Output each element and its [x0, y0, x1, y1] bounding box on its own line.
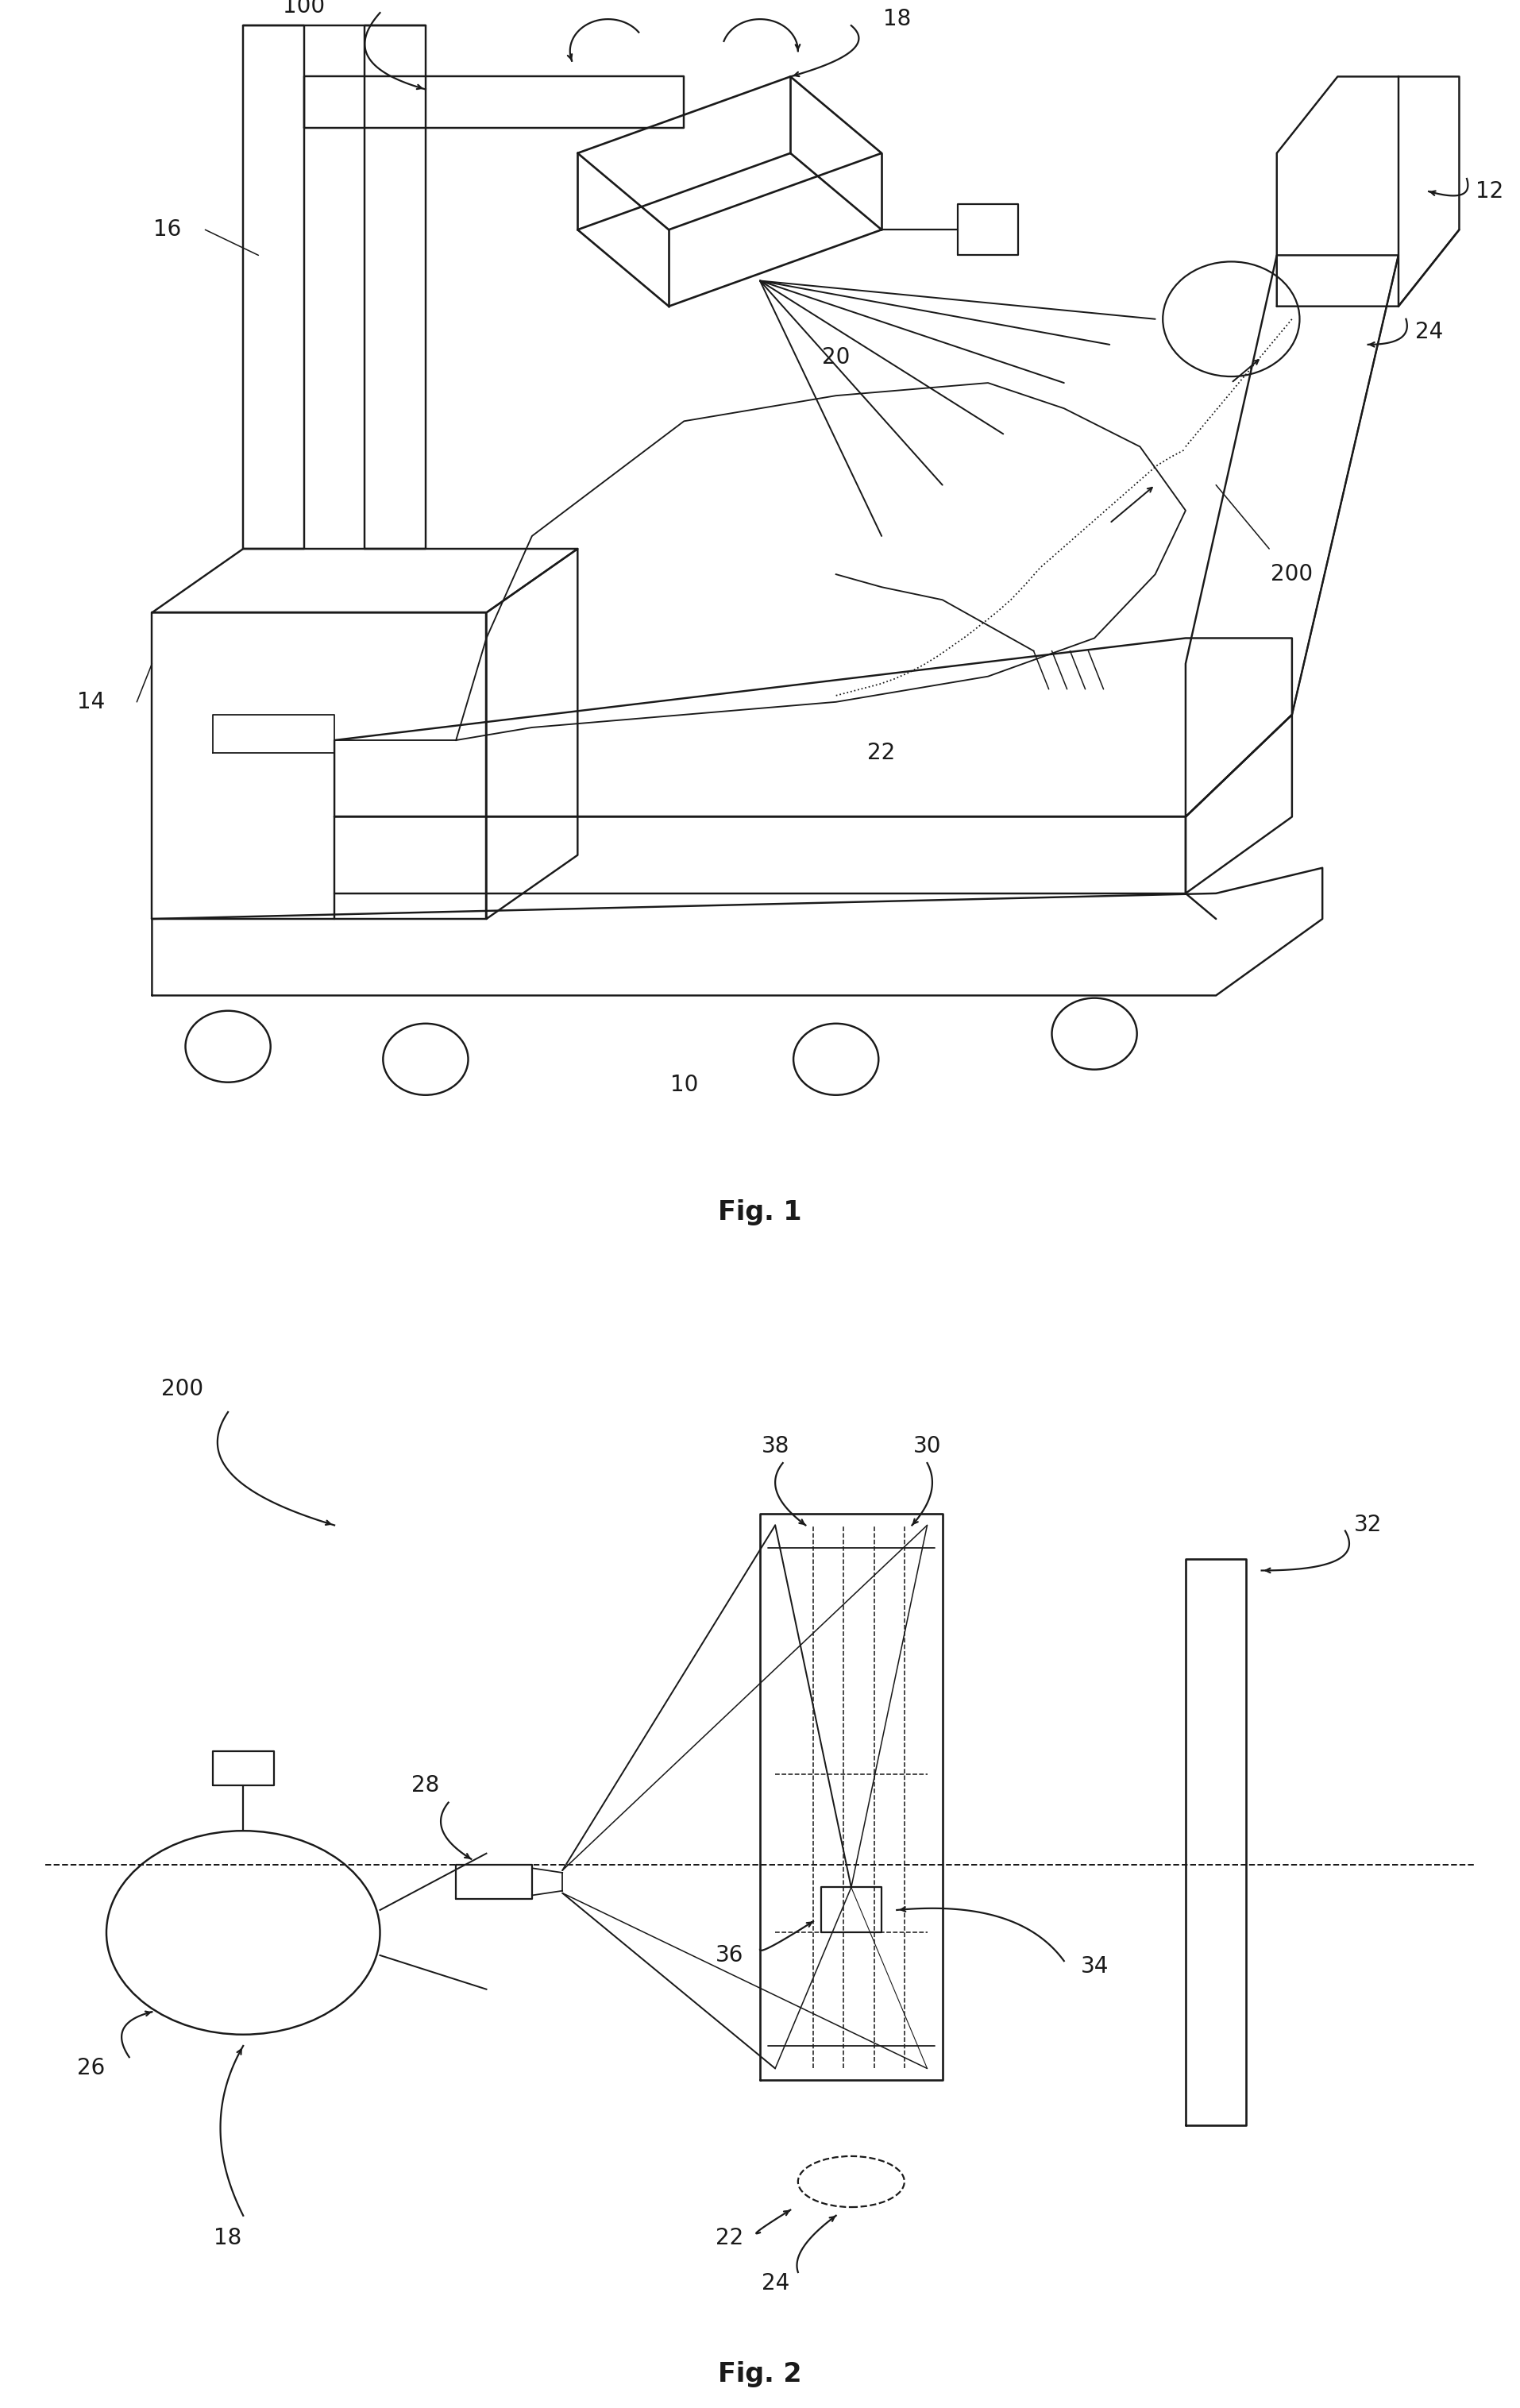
Text: 100: 100: [283, 0, 325, 17]
Text: 38: 38: [762, 1435, 789, 1457]
Text: 26: 26: [78, 2056, 105, 2081]
Text: Fig. 2: Fig. 2: [717, 2360, 803, 2386]
Text: 14: 14: [78, 691, 105, 713]
Text: 12: 12: [1476, 181, 1503, 202]
Text: Fig. 1: Fig. 1: [717, 1199, 803, 1226]
Text: 22: 22: [716, 2227, 743, 2249]
Text: 18: 18: [883, 7, 910, 31]
Text: 16: 16: [154, 219, 181, 241]
Text: 28: 28: [412, 1775, 439, 1796]
Text: 200: 200: [161, 1377, 204, 1401]
Text: 18: 18: [214, 2227, 242, 2249]
Text: 10: 10: [670, 1074, 698, 1096]
Text: 34: 34: [1081, 1955, 1108, 1977]
Text: 30: 30: [914, 1435, 941, 1457]
Text: 36: 36: [716, 1943, 743, 1967]
Text: 24: 24: [1415, 320, 1442, 342]
Text: 32: 32: [1354, 1515, 1382, 1536]
Text: 24: 24: [762, 2273, 789, 2295]
Text: 200: 200: [1271, 563, 1313, 585]
Text: 22: 22: [868, 742, 895, 763]
Text: 20: 20: [822, 347, 850, 368]
